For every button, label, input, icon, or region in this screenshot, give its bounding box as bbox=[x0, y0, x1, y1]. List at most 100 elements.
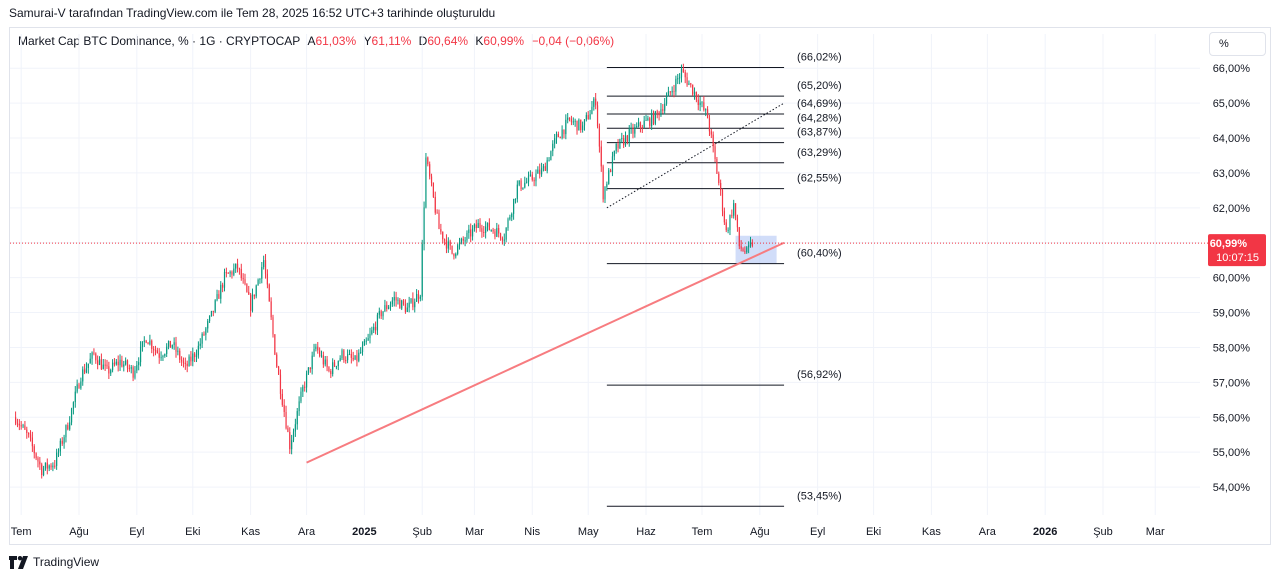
candle-body bbox=[455, 253, 457, 257]
candle-body bbox=[501, 238, 504, 241]
candle-body bbox=[69, 422, 71, 430]
candle-body bbox=[192, 353, 194, 362]
x-axis-tick-label: Şub bbox=[1093, 526, 1113, 538]
fib-level-label: (65,20%) bbox=[797, 80, 842, 92]
candle-body bbox=[494, 231, 496, 237]
candle-body bbox=[283, 404, 285, 412]
candle-body bbox=[652, 113, 655, 124]
candle-body bbox=[117, 361, 119, 366]
candle-body bbox=[14, 417, 17, 424]
candle-body bbox=[72, 402, 75, 409]
candle-body bbox=[145, 340, 147, 343]
candle-body bbox=[479, 222, 481, 229]
x-axis-tick-label: 2026 bbox=[1033, 526, 1057, 538]
y-axis-tick-label: 54,00% bbox=[1213, 482, 1251, 494]
candle-body bbox=[218, 294, 220, 299]
candle-body bbox=[57, 451, 60, 453]
candle-body bbox=[281, 393, 283, 405]
candle-body bbox=[33, 446, 35, 454]
candle-body bbox=[414, 301, 416, 308]
candle-body bbox=[716, 158, 718, 174]
candle-body bbox=[636, 126, 638, 128]
candle-body bbox=[330, 371, 332, 375]
candle-body bbox=[511, 213, 513, 218]
candle-body bbox=[447, 241, 449, 249]
low-label: D bbox=[418, 34, 428, 48]
candle-body bbox=[662, 109, 664, 111]
candle-body bbox=[242, 278, 244, 280]
candle-body bbox=[430, 176, 433, 183]
candle-body bbox=[498, 228, 500, 234]
candle-body bbox=[408, 302, 410, 308]
candle-body bbox=[451, 245, 453, 254]
candle-body bbox=[29, 434, 32, 438]
candle-body bbox=[360, 352, 362, 354]
candle-body bbox=[311, 355, 313, 370]
candle-body bbox=[123, 364, 125, 367]
candle-body bbox=[50, 465, 52, 468]
x-axis-tick-label: Eki bbox=[866, 526, 881, 538]
candle-body bbox=[147, 342, 149, 345]
candle-body bbox=[175, 342, 177, 352]
candle-body bbox=[693, 91, 696, 95]
candle-body bbox=[412, 298, 414, 308]
candle-body bbox=[440, 229, 442, 232]
candle-body bbox=[156, 350, 158, 354]
candle-body bbox=[298, 401, 300, 412]
candle-body bbox=[466, 232, 468, 241]
candle-body bbox=[710, 131, 712, 135]
candle-body bbox=[567, 117, 569, 120]
candle-body bbox=[22, 425, 24, 427]
candle-body bbox=[658, 112, 660, 116]
x-axis-tick-label: Tem bbox=[11, 526, 32, 538]
candle-body bbox=[188, 356, 190, 367]
bar-countdown: 10:07:15 bbox=[1216, 252, 1259, 264]
candle-body bbox=[289, 431, 291, 450]
candle-body bbox=[74, 391, 76, 403]
candle-body bbox=[76, 384, 78, 392]
candle-body bbox=[464, 240, 466, 242]
candle-body bbox=[589, 114, 591, 120]
candle-body bbox=[78, 384, 80, 389]
candle-body bbox=[31, 437, 33, 447]
candle-body bbox=[139, 346, 142, 363]
fib-level-label: (62,55%) bbox=[797, 173, 842, 185]
symbol-label[interactable]: Market Cap BTC Dominance, % · 1G · CRYPT… bbox=[18, 34, 301, 48]
candle-body bbox=[132, 367, 134, 378]
candle-body bbox=[718, 173, 720, 183]
candle-body bbox=[317, 346, 319, 351]
candle-body bbox=[270, 301, 272, 318]
candle-body bbox=[524, 182, 526, 188]
y-axis-tick-label: 65,00% bbox=[1213, 98, 1251, 110]
candle-body bbox=[725, 222, 727, 231]
candle-body bbox=[516, 184, 518, 199]
candle-body bbox=[402, 300, 405, 305]
chart-caption: Samurai-V tarafından TradingView.com ile… bbox=[9, 6, 496, 20]
x-axis-tick-label: Kas bbox=[922, 526, 941, 538]
candle-body bbox=[701, 102, 703, 104]
candle-body bbox=[87, 363, 89, 368]
candle-body bbox=[527, 175, 530, 182]
candle-body bbox=[380, 311, 382, 317]
x-axis-tick-label: 2025 bbox=[352, 526, 376, 538]
candle-body bbox=[561, 129, 563, 139]
candle-body bbox=[423, 207, 425, 245]
candle-body bbox=[240, 268, 242, 279]
candle-body bbox=[626, 135, 628, 142]
candle-body bbox=[682, 69, 684, 73]
candle-body bbox=[399, 299, 401, 309]
y-axis-tick-label: 57,00% bbox=[1213, 377, 1251, 389]
candle-body bbox=[550, 151, 552, 161]
candle-body bbox=[162, 356, 164, 358]
candle-body bbox=[171, 345, 173, 348]
candle-body bbox=[363, 340, 365, 346]
candle-body bbox=[246, 284, 248, 292]
candle-body bbox=[615, 143, 617, 151]
candle-body bbox=[499, 233, 502, 239]
candle-body bbox=[199, 343, 201, 346]
candle-body bbox=[419, 296, 421, 299]
scale-unit-button[interactable]: % bbox=[1209, 32, 1266, 56]
candle-body bbox=[106, 364, 108, 367]
candle-body bbox=[738, 227, 740, 247]
